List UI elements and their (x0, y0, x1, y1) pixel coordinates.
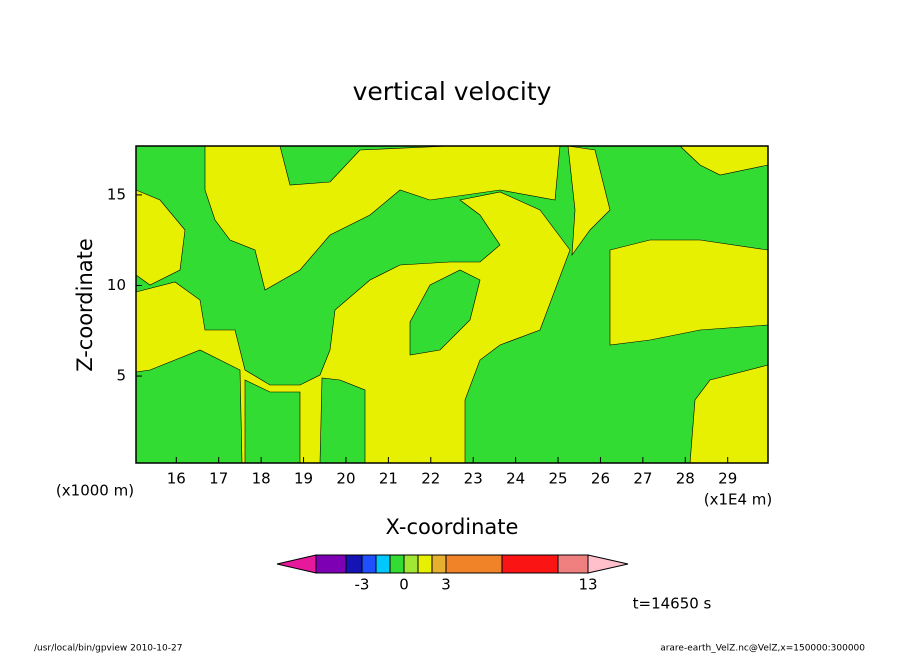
colorbar-box (375, 554, 391, 574)
x-tick-label: 20 (336, 470, 355, 488)
x-tick-label: 16 (167, 470, 186, 488)
colorbar-box (389, 554, 405, 574)
footer-left: /usr/local/bin/gpview 2010-10-27 (34, 644, 182, 654)
x-scale: (x1E4 m) (704, 491, 773, 509)
colorbar-box (345, 554, 363, 574)
colorbar-tick-label: -3 (355, 576, 370, 594)
x-tick-label: 26 (591, 470, 610, 488)
colorbar-box (361, 554, 377, 574)
contour-region (409, 269, 481, 356)
x-tick-label: 18 (252, 470, 271, 488)
colorbar-box (403, 554, 419, 574)
contour-region (567, 145, 611, 257)
colorbar-box (315, 554, 347, 574)
colorbar-end (276, 554, 317, 574)
x-axis-label: X-coordinate (386, 515, 519, 539)
x-tick-label: 28 (676, 470, 695, 488)
chart-title: vertical velocity (353, 77, 552, 106)
colorbar-box (501, 554, 559, 574)
x-tick-label: 24 (506, 470, 525, 488)
colorbar-box (417, 554, 433, 574)
colorbar-end (587, 554, 629, 574)
contour-region (135, 191, 571, 464)
x-unit: (x1000 m) (56, 482, 134, 500)
x-tick-label: 25 (548, 470, 567, 488)
time-label: t=14650 s (633, 595, 712, 613)
x-tick-label: 29 (718, 470, 737, 488)
x-tick-label: 22 (421, 470, 440, 488)
x-tick-label: 19 (294, 470, 313, 488)
contour-region (204, 145, 561, 291)
y-tick-label: 15 (107, 185, 126, 203)
colorbar-tick-label: 0 (399, 576, 409, 594)
colorbar-box (557, 554, 589, 574)
plot-frame (135, 145, 769, 464)
y-tick-label: 10 (107, 276, 126, 294)
x-tick-label: 27 (633, 470, 652, 488)
contour-field (135, 145, 769, 464)
y-tick-label: 5 (116, 367, 126, 385)
footer-right: arare-earth_VelZ.nc@VelZ,x=150000:300000 (660, 644, 865, 654)
colorbar-tick-label: 3 (441, 576, 451, 594)
colorbar-box (445, 554, 503, 574)
y-axis-label: Z-coordinate (73, 238, 97, 372)
colorbar-box (431, 554, 447, 574)
x-tick-label: 21 (379, 470, 398, 488)
colorbar-tick-label: 13 (578, 576, 597, 594)
x-tick-label: 17 (209, 470, 228, 488)
x-tick-label: 23 (464, 470, 483, 488)
